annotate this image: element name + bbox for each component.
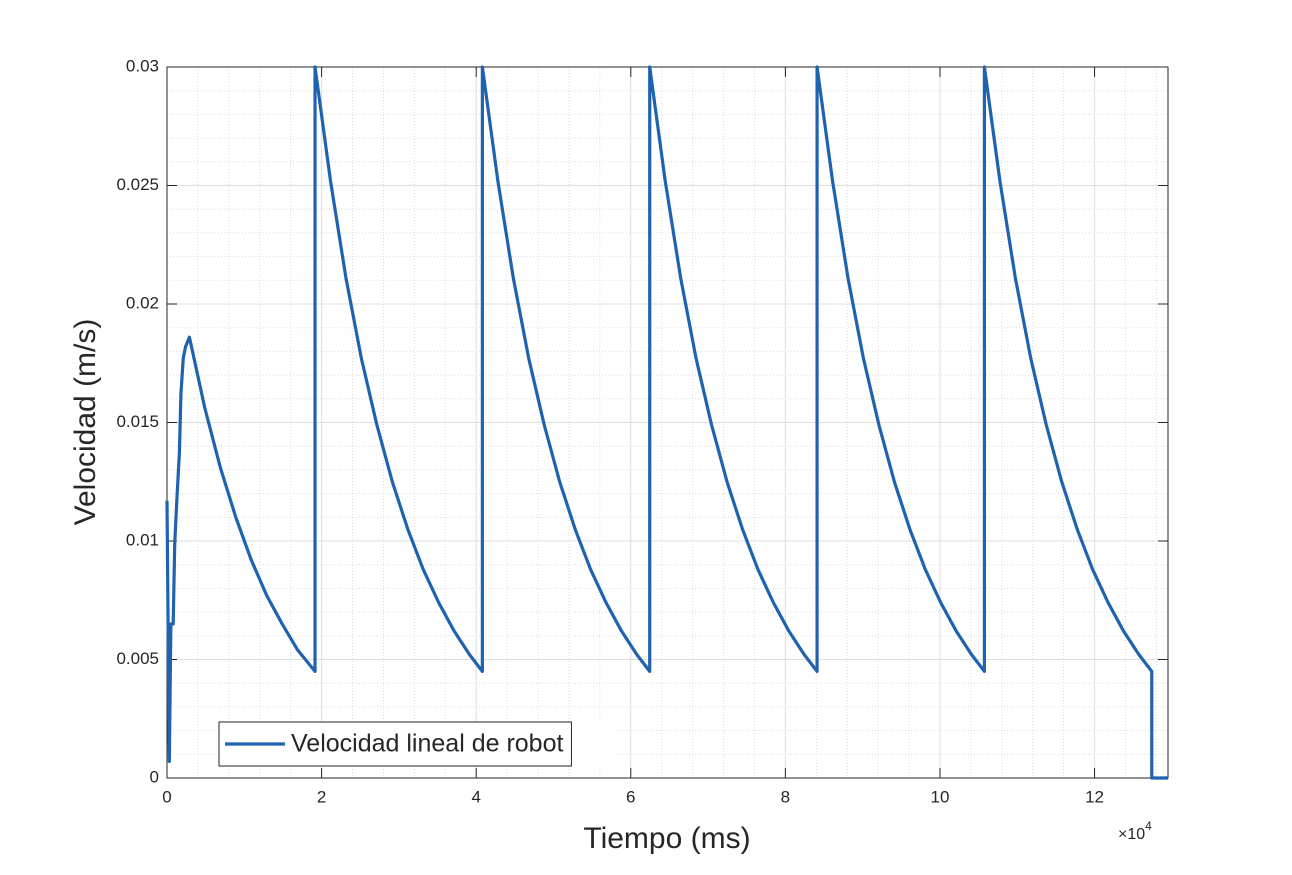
x-exponent: ×104	[1118, 819, 1152, 843]
x-tick-label: 6	[626, 787, 635, 806]
x-tick-label: 12	[1085, 787, 1104, 806]
y-tick-label: 0.015	[116, 412, 159, 431]
y-tick-label: 0.02	[126, 293, 159, 312]
x-tick-label: 8	[781, 787, 790, 806]
y-tick-label: 0	[150, 767, 159, 786]
legend-background	[219, 722, 617, 766]
exponent-power: 4	[1145, 819, 1152, 833]
legend-box	[218, 721, 572, 767]
y-tick-label: 0.025	[116, 175, 159, 194]
plot-frame	[166, 66, 1169, 779]
x-tick-label: 2	[317, 787, 326, 806]
legend-label: Velocidad lineal de robot	[291, 730, 563, 758]
x-tick-label: 0	[162, 787, 171, 806]
y-axis-label: Velocidad (m/s)	[69, 319, 102, 526]
x-axis-label: Tiempo (ms)	[583, 822, 750, 855]
legend: Velocidad lineal de robot	[218, 721, 617, 767]
x-tick-label: 10	[931, 787, 950, 806]
x-tick-label: 4	[471, 787, 480, 806]
y-tick-label: 0.005	[116, 649, 159, 668]
y-tick-label: 0.01	[126, 530, 159, 549]
data-line	[165, 65, 1168, 780]
exponent-base: ×10	[1118, 826, 1145, 843]
y-tick-label: 0.03	[126, 56, 159, 75]
